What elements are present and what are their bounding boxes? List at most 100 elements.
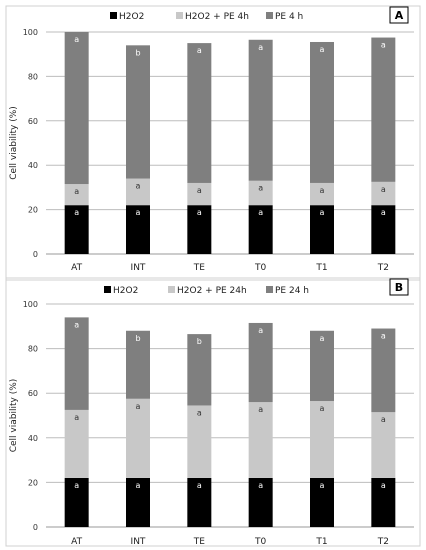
significance-letter: a <box>136 481 141 490</box>
legend-label: H2O2 <box>119 12 144 22</box>
x-category-label: AT <box>71 537 82 547</box>
significance-letter: a <box>381 41 386 50</box>
significance-letter: a <box>136 402 141 411</box>
y-axis-title: Cell viability (%) <box>9 106 19 180</box>
significance-letter: a <box>136 182 141 191</box>
y-tick-label: 80 <box>28 345 38 354</box>
bar-segment <box>126 178 150 206</box>
bar-segment <box>64 184 89 206</box>
significance-letter: a <box>74 35 79 44</box>
significance-letter: a <box>74 320 79 329</box>
significance-letter: a <box>381 481 386 490</box>
significance-letter: a <box>74 481 79 490</box>
significance-letter: a <box>258 184 263 193</box>
significance-letter: a <box>320 404 325 413</box>
significance-letter: a <box>320 186 325 195</box>
legend-label: H2O2 + PE 4h <box>185 12 249 22</box>
panel-tag-box <box>389 6 409 24</box>
y-tick-label: 40 <box>28 434 38 443</box>
bar-segment <box>248 39 273 181</box>
significance-letter: a <box>74 413 79 422</box>
bar-segment <box>187 477 212 527</box>
bar-segment <box>248 402 273 478</box>
significance-letter: a <box>381 208 386 217</box>
x-category-label: T2 <box>377 263 389 273</box>
bar-segment <box>248 322 273 403</box>
significance-letter: a <box>381 415 386 424</box>
significance-letter: a <box>197 186 202 195</box>
y-tick-label: 60 <box>28 117 38 126</box>
bar-segment <box>310 41 334 183</box>
x-category-label: T1 <box>315 263 327 273</box>
bar-segment <box>310 330 334 402</box>
significance-letter: a <box>74 208 79 217</box>
significance-letter: a <box>320 481 325 490</box>
bar-segment <box>126 45 150 179</box>
significance-letter: a <box>320 45 325 54</box>
x-category-label: INT <box>131 263 146 273</box>
significance-letter: a <box>136 208 141 217</box>
legend-swatch <box>266 12 273 19</box>
significance-letter: b <box>197 337 202 346</box>
bar-segment <box>126 477 150 527</box>
significance-letter: a <box>320 208 325 217</box>
significance-letter: a <box>258 43 263 52</box>
y-tick-label: 0 <box>33 523 38 532</box>
bar-segment <box>187 182 212 206</box>
legend-label: PE 4 h <box>275 12 303 22</box>
bar-segment <box>187 205 212 254</box>
legend-swatch <box>168 286 175 293</box>
panel-frame <box>5 5 421 281</box>
bar-segment <box>64 317 89 410</box>
legend-swatch <box>176 12 183 19</box>
significance-letter: a <box>258 405 263 414</box>
x-category-label: INT <box>131 537 146 547</box>
significance-letter: a <box>258 326 263 335</box>
bar-segment <box>371 328 396 413</box>
significance-letter: a <box>197 481 202 490</box>
legend-label: H2O2 <box>113 286 138 296</box>
panel-tag-label: B <box>395 281 403 294</box>
bar-segment <box>64 409 89 478</box>
y-tick-label: 80 <box>28 72 38 81</box>
bar-segment <box>126 398 150 478</box>
bar-segment <box>310 477 334 527</box>
significance-letter: a <box>74 187 79 196</box>
bar-segment <box>371 37 396 182</box>
y-tick-label: 20 <box>28 478 38 487</box>
significance-letter: a <box>197 208 202 217</box>
bar-segment <box>126 205 150 254</box>
y-axis-title: Cell viability (%) <box>9 379 19 453</box>
significance-letter: a <box>320 334 325 343</box>
bar-segment <box>64 205 89 254</box>
x-category-label: T2 <box>377 537 389 547</box>
significance-letter: b <box>135 48 140 57</box>
y-tick-label: 100 <box>23 28 38 37</box>
bar-segment <box>371 477 396 527</box>
legend-swatch <box>110 12 117 19</box>
y-tick-label: 40 <box>28 161 38 170</box>
x-category-label: T1 <box>315 537 327 547</box>
y-tick-label: 0 <box>33 250 38 259</box>
legend-label: H2O2 + PE 24h <box>177 286 247 296</box>
legend-label: PE 24 h <box>275 286 309 296</box>
bar-segment <box>248 180 273 206</box>
significance-letter: a <box>381 185 386 194</box>
bar-segment <box>310 401 334 478</box>
x-category-label: AT <box>71 263 82 273</box>
bar-segment <box>371 205 396 254</box>
legend-swatch <box>104 286 111 293</box>
legend-swatch <box>266 286 273 293</box>
significance-letter: a <box>197 408 202 417</box>
significance-letter: a <box>258 208 263 217</box>
significance-letter: a <box>197 46 202 55</box>
panel-tag-label: A <box>395 9 404 22</box>
significance-letter: a <box>381 332 386 341</box>
y-tick-label: 20 <box>28 206 38 215</box>
x-category-label: T0 <box>254 537 266 547</box>
bar-segment <box>248 477 273 527</box>
y-tick-label: 60 <box>28 389 38 398</box>
significance-letter: a <box>258 481 263 490</box>
bar-segment <box>371 181 396 206</box>
bar-segment <box>310 205 334 254</box>
